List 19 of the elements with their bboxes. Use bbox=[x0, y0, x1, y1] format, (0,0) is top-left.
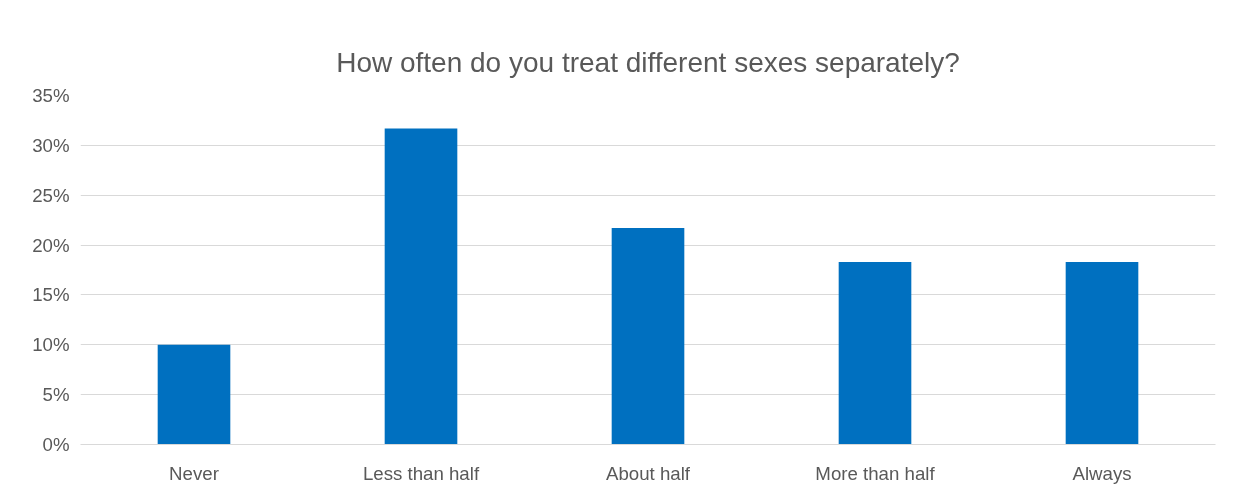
bar bbox=[838, 262, 912, 445]
y-tick-label: 20% bbox=[32, 234, 70, 256]
y-tick-label: 25% bbox=[32, 184, 70, 206]
y-tick-label: 15% bbox=[32, 284, 70, 306]
bar bbox=[611, 228, 685, 445]
y-tick-label: 35% bbox=[32, 85, 70, 106]
y-tick-label: 5% bbox=[42, 384, 70, 406]
y-tick-label: 10% bbox=[32, 334, 70, 356]
bar bbox=[1065, 262, 1139, 445]
bar bbox=[384, 128, 458, 445]
x-tick-label: Always bbox=[1072, 462, 1132, 484]
x-tick-label: Less than half bbox=[362, 462, 480, 484]
y-tick-label: 0% bbox=[42, 434, 70, 455]
y-tick-label: 30% bbox=[32, 134, 70, 156]
x-tick-label: About half bbox=[605, 462, 691, 484]
x-tick-label: More than half bbox=[815, 462, 936, 484]
chart-title: How often do you treat different sexes separately? bbox=[336, 47, 960, 78]
x-tick-label: Never bbox=[169, 462, 219, 484]
bar bbox=[157, 344, 231, 445]
